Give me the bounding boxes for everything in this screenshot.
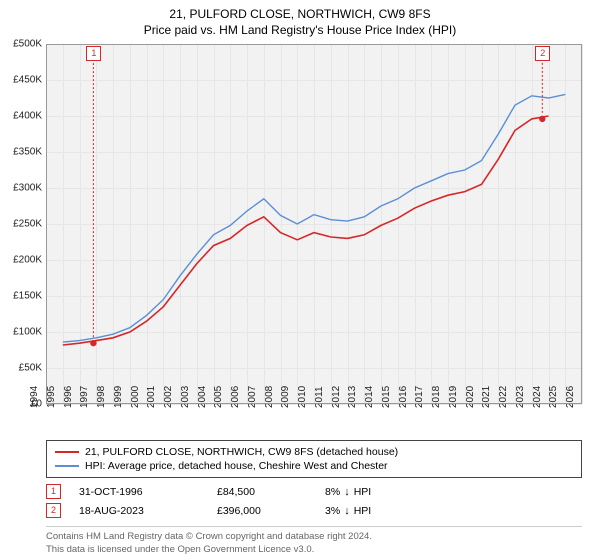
- transaction-date: 31-OCT-1996: [79, 486, 199, 498]
- transaction-row: 2 18-AUG-2023 £396,000 3%↓HPI: [46, 501, 582, 520]
- y-tick-label: £150K: [13, 291, 42, 302]
- transaction-marker-small: 1: [46, 484, 61, 499]
- series-line: [63, 116, 549, 345]
- transaction-price: £396,000: [217, 505, 307, 517]
- transaction-price: £84,500: [217, 486, 307, 498]
- legend-label: HPI: Average price, detached house, Ches…: [85, 460, 388, 472]
- y-tick-label: £350K: [13, 147, 42, 158]
- y-tick-label: £500K: [13, 39, 42, 50]
- legend-swatch: [55, 465, 79, 467]
- transaction-row: 1 31-OCT-1996 £84,500 8%↓HPI: [46, 482, 582, 501]
- page-subtitle: Price paid vs. HM Land Registry's House …: [0, 22, 600, 38]
- transaction-delta: 8%↓HPI: [325, 486, 371, 498]
- transaction-marker: 1: [86, 46, 101, 61]
- footnote-line1: Contains HM Land Registry data © Crown c…: [46, 531, 582, 543]
- y-tick-label: £100K: [13, 327, 42, 338]
- transaction-delta: 3%↓HPI: [325, 505, 371, 517]
- price-chart: £0£50K£100K£150K£200K£250K£300K£350K£400…: [46, 44, 582, 404]
- legend-swatch: [55, 451, 79, 453]
- series-line: [63, 94, 566, 342]
- transactions-table: 1 31-OCT-1996 £84,500 8%↓HPI 2 18-AUG-2023 £39…: [46, 482, 582, 520]
- chart-legend: 21, PULFORD CLOSE, NORTHWICH, CW9 8FS (d…: [46, 440, 582, 478]
- page-title: 21, PULFORD CLOSE, NORTHWICH, CW9 8FS: [0, 6, 600, 22]
- arrow-down-icon: ↓: [344, 505, 350, 517]
- y-tick-label: £250K: [13, 219, 42, 230]
- x-tick-label: 1994: [29, 386, 40, 408]
- legend-item: HPI: Average price, detached house, Ches…: [55, 459, 573, 473]
- transaction-marker: 2: [535, 46, 550, 61]
- transaction-date: 18-AUG-2023: [79, 505, 199, 517]
- y-tick-label: £450K: [13, 75, 42, 86]
- arrow-down-icon: ↓: [344, 486, 350, 498]
- y-tick-label: £50K: [19, 363, 42, 374]
- y-tick-label: £300K: [13, 183, 42, 194]
- transaction-marker-small: 2: [46, 503, 61, 518]
- legend-item: 21, PULFORD CLOSE, NORTHWICH, CW9 8FS (d…: [55, 445, 573, 459]
- y-tick-label: £200K: [13, 255, 42, 266]
- footnote-line2: This data is licensed under the Open Gov…: [46, 544, 582, 556]
- transaction-dot: [539, 116, 545, 122]
- footnote: Contains HM Land Registry data © Crown c…: [46, 526, 582, 556]
- legend-label: 21, PULFORD CLOSE, NORTHWICH, CW9 8FS (d…: [85, 446, 398, 458]
- transaction-dot: [90, 340, 96, 346]
- y-tick-label: £400K: [13, 111, 42, 122]
